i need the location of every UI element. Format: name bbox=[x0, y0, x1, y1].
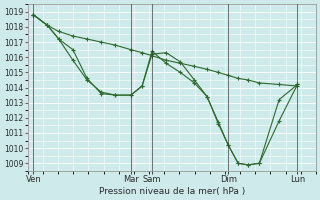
X-axis label: Pression niveau de la mer( hPa ): Pression niveau de la mer( hPa ) bbox=[99, 187, 245, 196]
